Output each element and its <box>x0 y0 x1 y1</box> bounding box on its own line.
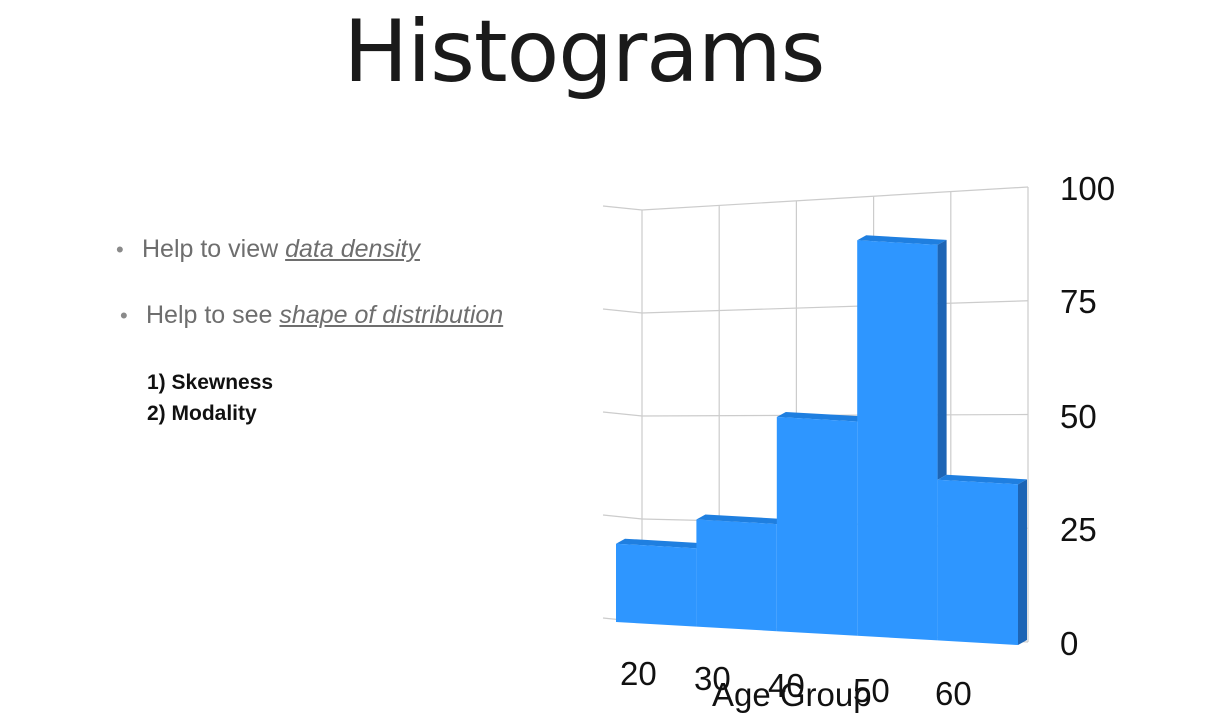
x-axis-label: Age Group <box>712 676 872 713</box>
y-tick-label: 50 <box>1060 398 1097 435</box>
bar-top <box>776 411 867 422</box>
bar-top <box>616 538 706 549</box>
grid-line-side <box>602 514 643 520</box>
bullet-text: Help to view <box>142 235 286 263</box>
bar-top <box>937 474 1027 485</box>
y-tick-label: 100 <box>1060 170 1115 207</box>
bullet-dot-icon: • <box>116 237 124 262</box>
x-tick-label: 50 <box>853 672 890 709</box>
x-tick-label: 40 <box>768 667 805 704</box>
bar <box>616 543 697 627</box>
bar-top <box>696 514 786 525</box>
bar-side <box>1018 479 1027 645</box>
y-tick-label: 75 <box>1060 283 1097 320</box>
grid-line-h <box>641 300 1029 314</box>
bullet-emphasis: shape of distribution <box>279 301 504 329</box>
bar <box>857 240 938 641</box>
sub-item-skewness: 1) Skewness <box>147 371 274 394</box>
sub-item-modality: 2) Modality <box>147 402 257 425</box>
bar <box>776 416 858 636</box>
y-tick-label: 0 <box>1060 625 1078 662</box>
grid-line-h <box>641 186 1029 211</box>
x-tick-label: 60 <box>935 675 972 712</box>
bullet-emphasis: data density <box>285 235 420 263</box>
bar <box>696 519 777 632</box>
page-title: Histograms <box>343 2 826 102</box>
sub-list: 1) Skewness 2) Modality <box>147 367 273 429</box>
bullet-data-density: • Help to view data density <box>116 235 420 264</box>
y-tick-label: 25 <box>1060 511 1097 548</box>
grid-line-side <box>602 411 643 417</box>
grid-line-side <box>602 205 643 211</box>
bullet-text: Help to see <box>146 301 280 329</box>
bar-side <box>937 239 947 480</box>
x-tick-label: 30 <box>694 660 731 697</box>
bullet-shape-of-distribution: • Help to see shape of distribution <box>120 301 504 330</box>
bullet-dot-icon: • <box>120 303 128 328</box>
bar <box>937 479 1018 645</box>
grid-line-side <box>602 308 643 314</box>
x-tick-label: 20 <box>620 655 657 692</box>
bar-top <box>857 235 947 245</box>
